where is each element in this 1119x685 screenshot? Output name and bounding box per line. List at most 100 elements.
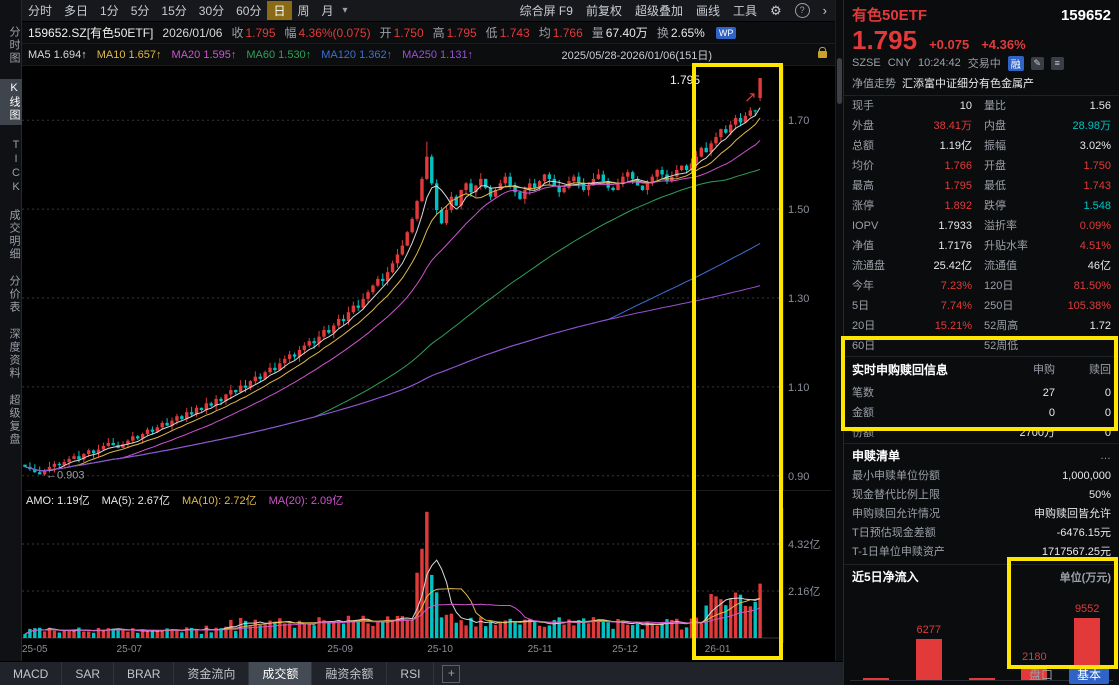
more-icon[interactable]: … <box>1100 449 1111 462</box>
quote-field-收: 收 1.795 <box>231 26 276 40</box>
period-tab-周[interactable]: 周 <box>297 4 310 18</box>
sidebar-item-分价表[interactable]: 分价表 <box>8 275 20 314</box>
x-axis-label: 25-11 <box>527 644 553 655</box>
ma-values: MA5 1.694↑ MA10 1.657↑ MA20 1.595↑ MA60 1.5… <box>28 49 473 61</box>
quote-row: 均价 1.766 开盘 1.750 <box>852 160 1111 172</box>
sidebar-item-深度资料[interactable]: 深度资料 <box>8 328 20 380</box>
time-label: 10:24:42 <box>917 57 961 69</box>
amo-legend-item: MA(10): 2.72亿 <box>182 495 257 507</box>
ma-value-MA5: MA5 1.694↑ <box>28 48 87 61</box>
indicator-tab-MACD[interactable]: MACD <box>0 661 63 685</box>
volume-tick: 2.16亿 <box>788 585 820 598</box>
volume-legend: AMO: 1.19亿 MA(5): 2.67亿 MA(10): 2.72亿 MA(20… <box>26 490 831 509</box>
amo-legend-item: AMO: 1.19亿 <box>26 495 90 507</box>
period-tab-日[interactable]: 日 <box>267 1 292 20</box>
quote-row: 20日 15.21% 52周高 1.72 <box>852 320 1111 332</box>
x-axis-label: 26-01 <box>704 644 731 655</box>
nav-label: 净值走势 <box>852 78 896 90</box>
quote-grid: 现手 10 量比 1.56 外盘 38.41万 内盘 28.98万 总额 1.19亿 振幅 3.02%… <box>844 96 1119 356</box>
ma-value-MA20: MA20 1.595↑ <box>171 48 237 61</box>
chevron-right-icon[interactable]: › <box>822 3 827 18</box>
indicator-tab-SAR[interactable]: SAR <box>62 661 115 685</box>
quote-field-量: 量 67.40万 <box>591 26 648 40</box>
quote-field-均: 均 1.766 <box>538 26 583 40</box>
indicator-tabs-bar: MACD SAR BRAR 资金流向 成交额 融资余额 RSI + <box>0 661 843 685</box>
indicator-tab-BRAR[interactable]: BRAR <box>114 661 175 685</box>
fund-name: 汇添富中证细分有色金属产 <box>902 78 1034 90</box>
sidebar-item-分时图[interactable]: 分时图 <box>8 26 20 65</box>
period-tab-60分[interactable]: 60分 <box>236 4 262 18</box>
quote-row: 60日 52周低 <box>852 340 1019 352</box>
toolbar-action[interactable]: 超级叠加 <box>634 4 683 18</box>
list-icon[interactable]: ≡ <box>1050 56 1064 70</box>
period-tabs: 分时 多日 1分 5分 15分 30分 60分日周月 <box>22 1 340 20</box>
redemption-row: 现金替代比例上限 50% <box>852 489 1111 501</box>
market-state-label: 交易中 <box>967 58 1001 70</box>
indicator-tab-RSI[interactable]: RSI <box>387 661 435 685</box>
net-inflow-value: 6277 <box>916 624 942 637</box>
period-tab-30分[interactable]: 30分 <box>198 4 225 18</box>
edit-icon[interactable]: ✎ <box>1030 56 1044 70</box>
chevron-down-icon[interactable]: ▾ <box>342 5 348 16</box>
lock-icon[interactable] <box>818 47 827 58</box>
quote-row: 最高 1.795 最低 1.743 <box>852 180 1111 192</box>
price-change-pct: +4.36% <box>981 37 1026 52</box>
col-redeem: 赎回 <box>1089 364 1111 376</box>
scrollbar-thumb[interactable] <box>837 58 842 104</box>
quote-field-开: 开 1.750 <box>379 26 424 40</box>
net-inflow-header: 近5日净流入 单位(万元) <box>844 565 1119 588</box>
panel-tab-基本[interactable]: 基本 <box>1068 664 1109 684</box>
net-inflow-bar <box>1021 665 1048 680</box>
quote-panel-header: 有色50ETF 159652 <box>844 0 1119 25</box>
toolbar-action[interactable]: 工具 <box>732 4 757 18</box>
status-line: SZSE CNY 10:24:42 交易中 融 ✎ ≡ <box>844 53 1119 73</box>
period-tab-5分[interactable]: 5分 <box>130 4 150 18</box>
period-tab-1分[interactable]: 1分 <box>100 4 119 18</box>
price-change: +0.075 <box>929 37 970 52</box>
sidebar-item-成交明细[interactable]: 成交明细 <box>8 209 20 261</box>
period-tab-多日[interactable]: 多日 <box>64 4 89 18</box>
x-axis-labels: 25-05 25-07 25-09 25-10 25-11 25-12 26-01 <box>22 643 835 659</box>
sidebar-item-TICK[interactable]: TICK <box>10 139 22 195</box>
indicator-tab-资金流向[interactable]: 资金流向 <box>174 661 250 685</box>
left-sidebar: 分时图 K线图 TICK 成交明细分价表深度资料超级复盘 <box>0 0 22 661</box>
period-tab-月[interactable]: 月 <box>321 4 334 18</box>
subscription-header: 实时申购赎回信息 申购 赎回 <box>844 357 1119 383</box>
redemption-row: 申购赎回允许情况 申购赎回皆允许 <box>852 508 1111 520</box>
redemption-list-title: 申赎清单 <box>852 449 901 463</box>
candlestick-chart[interactable]: 1.70 1.50 1.30 1.10 0.90 1.795 ↗ ←0.903 <box>22 66 835 490</box>
quote-field-高: 高 1.795 <box>432 26 477 40</box>
sidebar-item-超级复盘[interactable]: 超级复盘 <box>8 394 20 446</box>
date-range-label: 2025/05/28-2026/01/06(151日) <box>561 49 712 62</box>
margin-badge[interactable]: 融 <box>1007 55 1024 71</box>
col-buy: 申购 <box>1033 364 1055 376</box>
ma-value-MA250: MA250 1.131↑ <box>402 48 474 61</box>
price-tick: 1.50 <box>788 204 809 216</box>
x-axis-label: 25-05 <box>22 644 48 655</box>
panel-tab-盘口[interactable]: 盘口 <box>1028 667 1053 682</box>
add-indicator-button[interactable]: + <box>442 664 461 683</box>
quote-row: 今年 7.23% 120日 81.50% <box>852 280 1111 292</box>
sidebar-item-K线图[interactable]: K线图 <box>0 79 22 125</box>
toolbar-action[interactable]: 前复权 <box>585 4 622 18</box>
toolbar-action[interactable]: 综合屏 F9 <box>519 4 573 18</box>
period-tab-15分[interactable]: 15分 <box>161 4 187 18</box>
quote-row: 流通盘 25.42亿 流通值 46亿 <box>852 260 1111 272</box>
wp-badge-icon[interactable]: WP <box>715 26 737 39</box>
indicator-tab-成交额[interactable]: 成交额 <box>249 661 313 685</box>
gear-icon[interactable]: ⚙ <box>770 3 782 18</box>
period-tab-分时[interactable]: 分时 <box>28 4 53 18</box>
redemption-row: T日预估现金差额 -6476.15元 <box>852 527 1111 539</box>
volume-chart[interactable]: 4.32亿 2.16亿 <box>22 508 835 643</box>
price-tick: 1.10 <box>788 382 809 394</box>
chart-scrollbar[interactable] <box>835 0 843 661</box>
security-code: 159652 <box>1060 7 1111 24</box>
low-price-marker: ←0.903 <box>46 469 85 481</box>
subscription-row: 份额 2700万 0 <box>852 427 1111 439</box>
nav-line[interactable]: 净值走势 汇添富中证细分有色金属产 <box>844 73 1119 96</box>
quote-row: 总额 1.19亿 振幅 3.02% <box>852 140 1111 152</box>
toolbar-action[interactable]: 画线 <box>695 4 720 18</box>
indicator-tab-融资余额[interactable]: 融资余额 <box>312 661 388 685</box>
help-icon[interactable]: ? <box>794 3 810 18</box>
